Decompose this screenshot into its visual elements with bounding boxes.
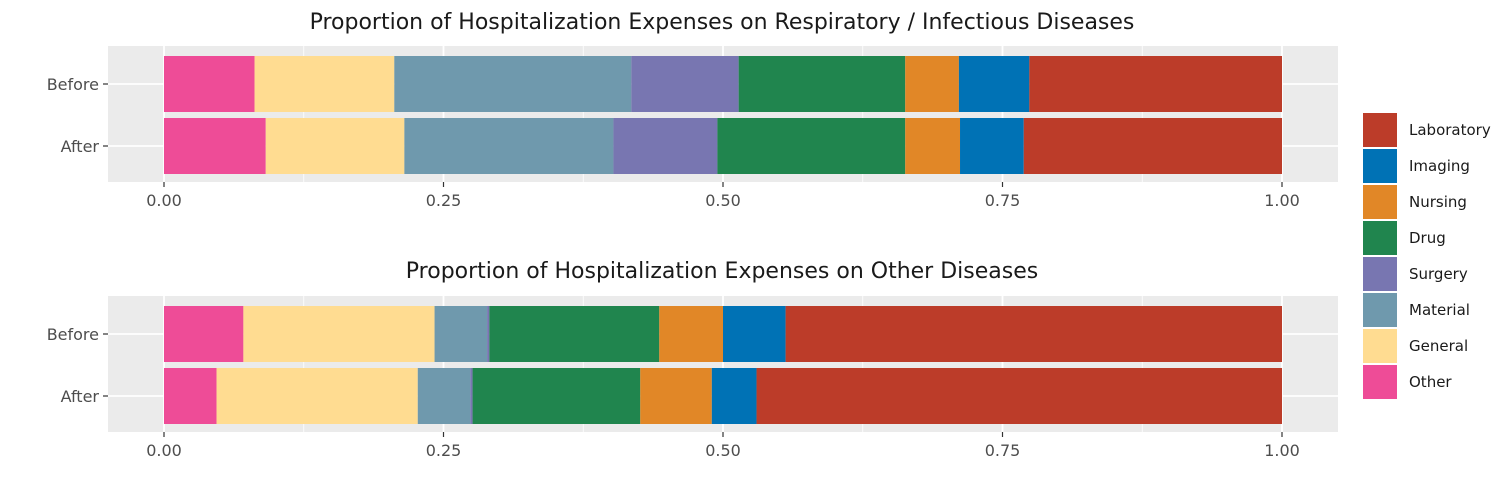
legend-label-laboratory: Laboratory (1409, 121, 1491, 139)
bar-segment-imaging-before (958, 56, 1030, 112)
legend-label-surgery: Surgery (1409, 265, 1468, 283)
bar-segment-drug-after (472, 368, 641, 424)
y-tick-label: After (61, 137, 100, 156)
bar-segment-laboratory-after (756, 368, 1282, 424)
bar-segment-general-before (243, 306, 435, 362)
bar-segment-other-before (164, 56, 255, 112)
x-tick-label: 0.00 (146, 191, 182, 210)
bar-segment-nursing-before (905, 56, 959, 112)
x-tick-label: 0.50 (705, 441, 741, 460)
bar-segment-laboratory-before (785, 306, 1282, 362)
legend-key-material (1363, 293, 1397, 327)
chart-respiratory-infectious: Proportion of Hospitalization Expenses o… (47, 10, 1338, 210)
legend-key-laboratory (1363, 113, 1397, 147)
y-tick-label: After (61, 387, 100, 406)
legend-label-imaging: Imaging (1409, 157, 1470, 175)
bar-segment-material-before (434, 306, 488, 362)
bar-segment-nursing-before (659, 306, 723, 362)
bar-segment-drug-after (717, 118, 906, 174)
bar-segment-laboratory-after (1023, 118, 1282, 174)
bar-segment-surgery-before (631, 56, 739, 112)
bar-segment-laboratory-before (1029, 56, 1282, 112)
chart-title: Proportion of Hospitalization Expenses o… (406, 259, 1038, 284)
x-tick-label: 0.25 (426, 191, 462, 210)
legend-key-nursing (1363, 185, 1397, 219)
legend-key-imaging (1363, 149, 1397, 183)
legend-key-other (1363, 365, 1397, 399)
bar-segment-material-before (394, 56, 632, 112)
bar-segment-drug-before (738, 56, 906, 112)
legend-key-general (1363, 329, 1397, 363)
x-tick-label: 1.00 (1264, 441, 1300, 460)
x-tick-label: 0.75 (985, 191, 1021, 210)
x-tick-label: 0.00 (146, 441, 182, 460)
bar-segment-imaging-after (711, 368, 757, 424)
legend-label-drug: Drug (1409, 229, 1446, 247)
bar-segment-other-after (164, 368, 217, 424)
bar-segment-material-after (404, 118, 614, 174)
x-tick-label: 0.25 (426, 441, 462, 460)
bar-segment-imaging-before (723, 306, 786, 362)
x-tick-label: 0.50 (705, 191, 741, 210)
legend-key-surgery (1363, 257, 1397, 291)
y-tick-label: Before (47, 75, 99, 94)
legend-label-nursing: Nursing (1409, 193, 1467, 211)
bar-segment-nursing-after (905, 118, 961, 174)
bar-segment-general-after (265, 118, 405, 174)
legend: Laboratory Imaging Nursing Drug Surgery Mater… (1363, 113, 1491, 399)
bar-segment-other-before (164, 306, 244, 362)
legend-label-other: Other (1409, 373, 1452, 391)
bar-segment-imaging-after (960, 118, 1024, 174)
bar-segment-drug-before (489, 306, 660, 362)
y-tick-label: Before (47, 325, 99, 344)
x-tick-label: 1.00 (1264, 191, 1300, 210)
bar-segment-general-before (254, 56, 395, 112)
bar-segment-surgery-after (613, 118, 718, 174)
bar-segment-general-after (216, 368, 418, 424)
chart-title: Proportion of Hospitalization Expenses o… (310, 10, 1135, 35)
legend-label-material: Material (1409, 301, 1470, 319)
bar-segment-surgery-after (470, 368, 473, 424)
bar-segment-surgery-before (487, 306, 490, 362)
bar-segment-other-after (164, 118, 266, 174)
bar-segment-nursing-after (640, 368, 712, 424)
chart-other-diseases: Proportion of Hospitalization Expenses o… (47, 259, 1338, 460)
legend-key-drug (1363, 221, 1397, 255)
x-tick-label: 0.75 (985, 441, 1021, 460)
bar-segment-material-after (417, 368, 471, 424)
legend-label-general: General (1409, 337, 1468, 355)
